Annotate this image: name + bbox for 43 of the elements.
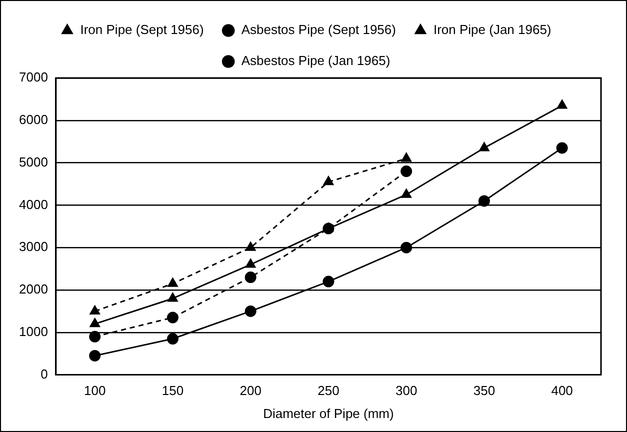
point [244,272,256,284]
point [479,142,490,152]
point [168,292,178,302]
point [89,350,101,362]
point [90,318,100,328]
x-tick-label: 250 [318,383,340,398]
point [168,278,178,287]
y-tick-label: 7000 [19,70,48,85]
x-tick-label: 350 [473,383,496,398]
point [556,100,568,109]
legend-label: Iron Pipe (Sept 1956) [80,22,204,38]
point [90,305,100,314]
x-axis-title: Diameter of Pipe (mm) [263,406,394,421]
y-tick-label: 3000 [19,239,48,254]
point [322,222,334,234]
point [401,188,412,198]
point [322,276,334,288]
y-tick-label: 2000 [19,282,48,297]
point [556,142,568,154]
point [246,242,256,251]
legend-label: Asbestos Pipe (Sept 1956) [241,22,396,38]
point [246,258,256,268]
x-tick-label: 200 [240,383,262,398]
point [400,242,412,254]
y-tick-label: 1000 [19,324,48,339]
legend-label: Asbestos Pipe (Jan 1965) [241,53,390,68]
x-tick-label: 400 [551,383,573,398]
point [478,195,490,207]
x-tick-label: 100 [84,383,106,398]
y-tick-label: 6000 [19,112,48,127]
point [323,176,334,186]
point [400,166,412,178]
y-tick-label: 0 [40,366,48,382]
x-tick-label: 150 [162,383,184,398]
point [244,305,256,317]
legend-label: Iron Pipe (Jan 1965) [433,22,552,38]
y-tick-label: 5000 [19,154,48,170]
point [166,333,178,345]
y-tick-label: 4000 [19,196,48,212]
point [89,330,101,342]
point [166,312,178,324]
x-tick-label: 300 [395,383,418,398]
point [401,152,412,162]
